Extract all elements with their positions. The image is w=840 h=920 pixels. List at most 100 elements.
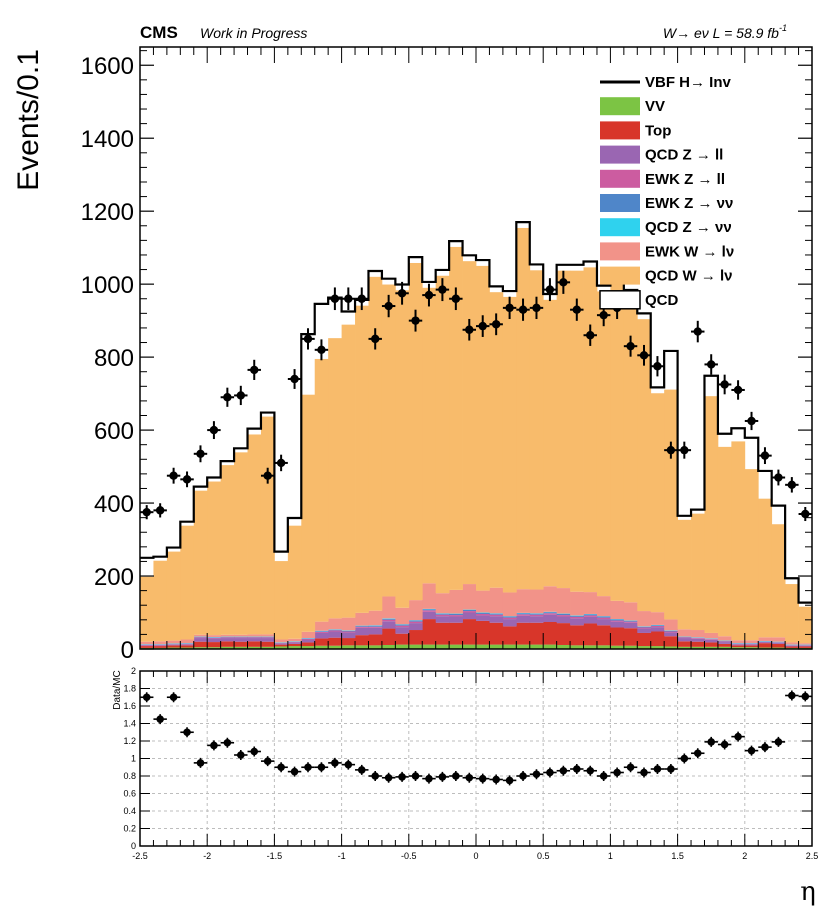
y-tick-label: 1200 [81, 199, 134, 226]
x-axis-label: η [800, 877, 816, 907]
bar-ewk-z-nunu [314, 631, 329, 632]
bar-ewk-z-nunu [422, 609, 437, 611]
ratio-marker [384, 773, 393, 782]
data-marker [344, 294, 353, 303]
bar-qcd-w-lnu [664, 389, 678, 620]
bar-ewk-w-lnu [422, 583, 437, 609]
ratio-marker [693, 749, 702, 758]
data-point [717, 374, 732, 395]
data-point [234, 385, 248, 406]
bar-qcd-z-ll [785, 645, 799, 647]
stack-top [140, 619, 813, 648]
bar-top [744, 645, 759, 648]
bar-ewk-w-lnu [180, 639, 195, 644]
ratio-x-tick-label: -1 [338, 851, 346, 861]
bar-vv [691, 646, 705, 649]
bar-ewk-w-lnu [570, 591, 584, 616]
bar-top [543, 622, 558, 645]
bar-top [381, 628, 396, 645]
bar-qcd-z-ll [328, 631, 342, 638]
bar-ewk-z-ll [596, 617, 611, 620]
ratio-point [610, 767, 624, 778]
bar-top [260, 641, 275, 647]
legend-swatch [600, 97, 640, 116]
bar-top [314, 638, 329, 646]
bar-top [623, 628, 638, 646]
bar-qcd-z-ll [744, 644, 759, 646]
ratio-marker [505, 776, 514, 785]
bar-ewk-z-nunu [462, 609, 477, 612]
ratio-y-tick-label: 1.2 [123, 736, 136, 746]
ratio-point [355, 764, 369, 775]
bar-ewk-w-lnu [314, 621, 329, 631]
data-point [220, 387, 235, 407]
bar-top [664, 636, 678, 647]
bar-vv [623, 645, 638, 649]
bar-ewk-w-lnu [717, 636, 732, 641]
legend-label: VBF H→ Inv [645, 74, 731, 91]
ratio-point [556, 765, 571, 776]
ratio-marker [680, 754, 689, 763]
data-marker [290, 374, 299, 384]
ratio-marker [492, 775, 500, 784]
bar-vv [516, 644, 531, 649]
data-point [704, 354, 718, 375]
bar-top [596, 625, 611, 646]
bar-top [234, 641, 248, 647]
bar-vv [341, 645, 356, 649]
data-marker [733, 385, 743, 395]
bar-qcd-w-lnu [166, 551, 181, 641]
data-marker [760, 451, 770, 460]
bar-ewk-w-lnu [140, 641, 154, 645]
bar-top [247, 641, 262, 647]
data-marker [680, 445, 689, 455]
data-marker [250, 365, 259, 375]
bar-qcd-z-ll [395, 627, 410, 634]
bar-ewk-w-lnu [220, 634, 235, 637]
bar-vv [731, 647, 746, 649]
mc-total-lines [140, 221, 812, 604]
bar-ewk-w-lnu [691, 630, 705, 638]
data-point [207, 421, 221, 440]
ratio-marker [478, 774, 487, 783]
bar-ewk-z-ll [717, 641, 732, 643]
bar-qcd-z-ll [717, 642, 732, 644]
ratio-y-tick-label: 1.8 [123, 684, 136, 694]
bar-ewk-z-nunu [476, 612, 490, 614]
data-point [758, 447, 772, 465]
ratio-marker [559, 766, 568, 775]
bar-qcd-z-ll [691, 638, 705, 642]
bar-ewk-z-ll [650, 626, 665, 628]
ratio-point [637, 767, 651, 778]
bar-ewk-w-lnu [274, 639, 289, 643]
ratio-x-tick-label: 0 [473, 851, 478, 861]
ratio-marker [720, 740, 729, 749]
data-point [798, 506, 812, 522]
data-point [274, 454, 288, 472]
bar-vv [220, 646, 235, 649]
data-point [543, 278, 557, 302]
bar-top [301, 642, 316, 647]
data-point [193, 445, 208, 463]
data-point [516, 298, 530, 321]
data-marker [424, 290, 434, 300]
bar-top [502, 626, 517, 645]
bar-ewk-w-lnu [623, 602, 638, 621]
bar-ewk-w-lnu [543, 586, 558, 612]
y-tick-label: 800 [94, 345, 134, 372]
legend-entry: QCD W → lν [600, 266, 733, 285]
legend-entry: QCD Z → ll [600, 145, 723, 164]
bar-vv [328, 645, 342, 649]
bar-qcd-w-lnu [247, 434, 262, 635]
bar-qcd-w-lnu [435, 275, 450, 594]
bar-ewk-w-lnu [368, 610, 383, 626]
ratio-marker [801, 692, 810, 701]
bar-vv [744, 647, 759, 649]
data-point [301, 328, 315, 350]
bar-qcd-z-ll [556, 616, 571, 624]
ratio-marker [640, 768, 648, 777]
bar-ewk-z-nunu [516, 613, 531, 615]
bar-vv [543, 644, 558, 649]
bar-ewk-z-ll [476, 613, 490, 616]
bar-qcd-w-lnu [140, 576, 154, 642]
